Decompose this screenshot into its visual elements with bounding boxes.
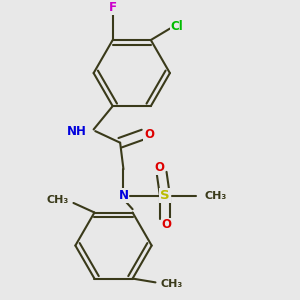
- Text: F: F: [109, 1, 117, 14]
- Text: O: O: [162, 218, 172, 232]
- Text: S: S: [160, 189, 170, 202]
- Text: CH₃: CH₃: [160, 279, 183, 289]
- Text: N: N: [118, 189, 128, 202]
- Text: O: O: [154, 161, 164, 174]
- Text: CH₃: CH₃: [46, 195, 68, 205]
- Text: Cl: Cl: [171, 20, 184, 33]
- Text: NH: NH: [67, 124, 87, 138]
- Text: CH₃: CH₃: [205, 191, 227, 201]
- Text: O: O: [144, 128, 154, 141]
